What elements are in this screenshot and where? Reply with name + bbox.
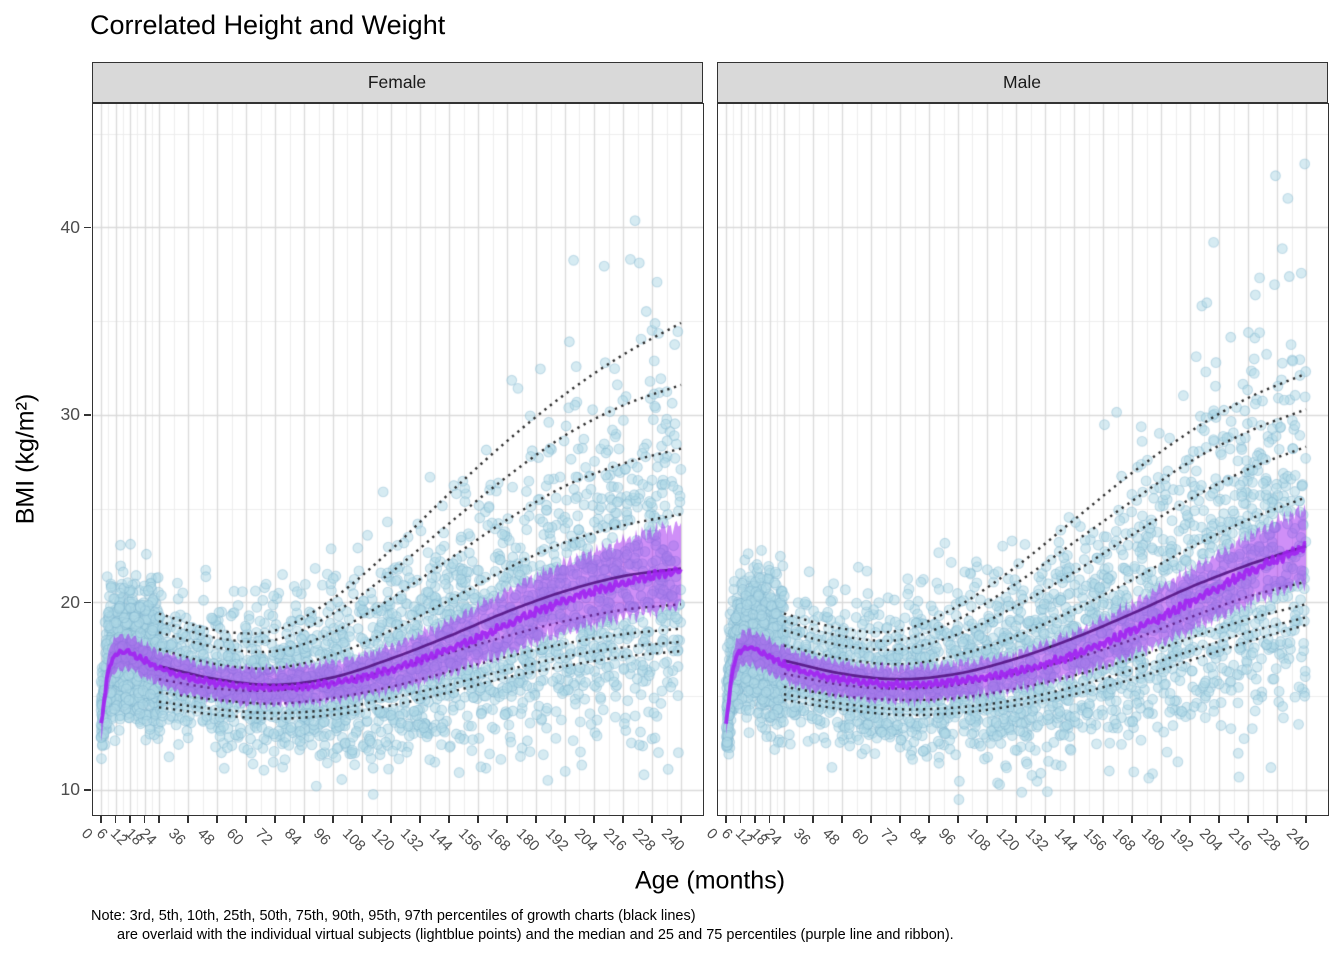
x-axis-title: Age (months) [634, 866, 786, 895]
x-tick-mark [1276, 816, 1278, 823]
chart-title: Correlated Height and Weight [90, 10, 446, 40]
x-tick-mark [593, 816, 595, 823]
facet-strip-female: Female [91, 62, 703, 103]
x-tick-mark [754, 816, 756, 823]
y-tick-mark [84, 414, 91, 416]
x-tick-mark [274, 816, 276, 823]
x-tick-mark [114, 816, 117, 823]
x-tick-mark [390, 816, 392, 823]
footnote-line-2: are overlaid with the individual virtual… [117, 927, 954, 943]
x-tick-mark [1015, 816, 1017, 823]
y-tick-label: 40 [60, 216, 80, 237]
x-tick-mark [361, 816, 363, 823]
facet-strip-male: Male [716, 62, 1328, 103]
y-tick-label: 20 [60, 591, 80, 612]
x-tick-mark [622, 816, 624, 823]
y-tick-label: 30 [60, 404, 80, 425]
x-tick-mark [812, 816, 814, 823]
y-tick-label: 10 [60, 779, 80, 800]
x-tick-mark [158, 816, 160, 823]
panel-canvas-female [93, 104, 703, 815]
x-tick-mark [419, 816, 421, 823]
x-tick-mark [332, 816, 334, 823]
facet-strip-label-female: Female [367, 72, 427, 92]
x-tick-mark [680, 816, 682, 823]
x-tick-mark [1044, 816, 1046, 823]
panel-canvas-male [718, 104, 1328, 815]
x-tick-mark [725, 816, 727, 823]
x-tick-mark [957, 816, 959, 823]
x-tick-mark [216, 816, 218, 823]
footnote-line-1: Note: 3rd, 5th, 10th, 25th, 50th, 75th, … [91, 908, 696, 924]
facet-strip-label-male: Male [1003, 72, 1041, 92]
x-tick-mark [187, 816, 189, 823]
x-tick-mark [928, 816, 930, 823]
x-tick-mark [870, 816, 872, 823]
x-tick-mark [1247, 816, 1249, 823]
x-tick-mark [651, 816, 653, 823]
x-tick-mark [783, 816, 785, 823]
x-tick-mark [303, 816, 305, 823]
x-tick-mark [506, 816, 508, 823]
x-tick-mark [841, 816, 843, 823]
x-tick-mark [477, 816, 479, 823]
y-tick-mark [84, 789, 91, 791]
x-tick-mark [1131, 816, 1133, 823]
x-tick-mark [143, 816, 146, 823]
x-tick-mark [129, 816, 131, 823]
x-tick-mark [245, 816, 247, 823]
x-tick-mark [768, 816, 771, 823]
y-tick-mark [84, 226, 91, 229]
x-tick-mark [1073, 816, 1075, 823]
x-tick-mark [899, 816, 901, 823]
x-tick-mark [564, 816, 566, 823]
x-tick-mark [535, 816, 537, 823]
x-tick-mark [1189, 816, 1191, 823]
x-tick-mark [1218, 816, 1220, 823]
x-tick-mark [1102, 816, 1104, 823]
x-tick-mark [1160, 816, 1162, 823]
y-tick-mark [84, 601, 91, 604]
x-tick-mark [739, 816, 742, 823]
x-tick-mark [986, 816, 988, 823]
x-tick-mark [100, 816, 102, 823]
x-tick-mark [448, 816, 450, 823]
x-tick-mark [1305, 816, 1307, 823]
footnote: Note: 3rd, 5th, 10th, 25th, 50th, 75th, … [91, 907, 954, 945]
